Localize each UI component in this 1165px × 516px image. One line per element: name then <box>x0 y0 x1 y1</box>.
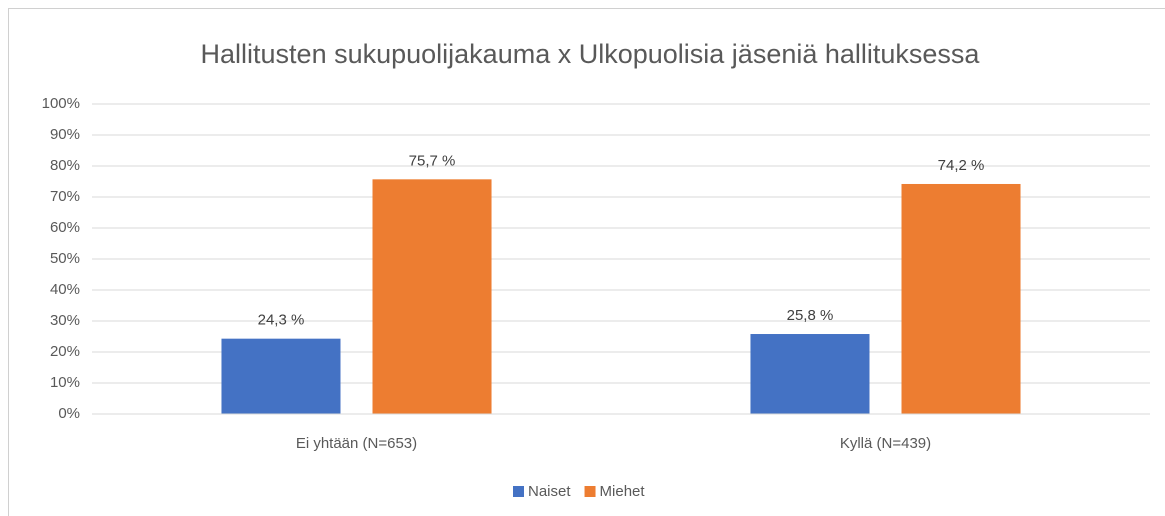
bar <box>221 338 341 414</box>
data-label: 74,2 % <box>938 157 985 174</box>
chart-title: Hallitusten sukupuolijakauma x Ulkopuoli… <box>201 39 981 69</box>
y-tick-label: 30% <box>50 312 80 329</box>
bar <box>750 334 870 414</box>
legend-swatch <box>513 486 524 497</box>
legend-label: Naiset <box>528 483 571 500</box>
y-tick-label: 90% <box>50 126 80 143</box>
y-tick-label: 80% <box>50 157 80 174</box>
x-tick-label: Ei yhtään (N=653) <box>296 435 417 452</box>
y-tick-label: 50% <box>50 250 80 267</box>
y-tick-label: 10% <box>50 374 80 391</box>
data-label: 75,7 % <box>409 152 456 169</box>
y-tick-label: 0% <box>58 405 80 422</box>
y-tick-label: 100% <box>42 95 80 112</box>
legend-label: Miehet <box>600 483 646 500</box>
y-tick-label: 20% <box>50 343 80 360</box>
bar <box>372 179 492 414</box>
y-tick-label: 60% <box>50 219 80 236</box>
x-tick-label: Kyllä (N=439) <box>840 435 931 452</box>
data-label: 25,8 % <box>787 307 834 324</box>
data-label: 24,3 % <box>258 312 305 329</box>
y-tick-label: 70% <box>50 188 80 205</box>
bar <box>901 183 1021 414</box>
y-tick-label: 40% <box>50 281 80 298</box>
legend-swatch <box>584 486 596 497</box>
